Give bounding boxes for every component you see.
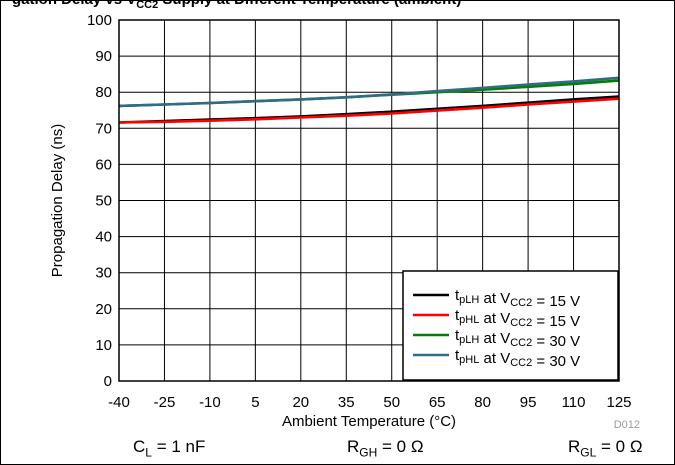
title-text: gation Delay vs V [12, 0, 136, 8]
y-tick-label: 40 [95, 229, 112, 246]
title-continuation: Supply at Different Temperature (ambient… [162, 0, 461, 8]
legend-label-3: tpLH at VCC2 = 30 V [455, 327, 580, 350]
x-tick-label: 65 [429, 394, 446, 411]
y-tick-label: 20 [95, 301, 112, 318]
plot-area-frame [118, 19, 620, 382]
y-tick-label: 80 [95, 84, 112, 101]
chart-title-fragment: gation Delay vs VCC2 Supply at Different… [12, 0, 461, 11]
x-axis-title: Ambient Temperature (°C) [282, 413, 456, 430]
y-tick-label: 90 [95, 48, 112, 65]
cond-rgl-rest: = 0 Ω [596, 437, 643, 456]
cond-rgl-main: R [568, 437, 581, 456]
condition-gate-resistance-high: RGH = 0 Ω [347, 437, 424, 459]
series-line-2 [118, 97, 620, 124]
y-axis-title: Propagation Delay (ns) [49, 124, 66, 277]
legend-label-2: tpHL at VCC2 = 15 V [455, 307, 580, 330]
tick-labels: -40 -25 -10 5 20 35 50 65 80 95 110 125 0 10 20 30 40 50 6… [87, 12, 632, 411]
y-tick-label: 50 [95, 193, 112, 210]
x-tick-label: -10 [199, 394, 221, 411]
x-tick-label: 80 [474, 394, 491, 411]
cond-rgh-main: R [347, 437, 360, 456]
cond-cl-sub: L [145, 445, 152, 460]
x-tick-label: 20 [292, 394, 309, 411]
x-tick-label: 50 [383, 394, 400, 411]
title-subscript: CC2 [136, 0, 159, 11]
y-tick-label: 30 [95, 265, 112, 282]
x-tick-label: 95 [520, 394, 537, 411]
condition-gate-resistance-low: RGL = 0 Ω [568, 437, 643, 459]
cond-rgh-rest: = 0 Ω [377, 437, 424, 456]
figure-id: D012 [614, 419, 640, 431]
cond-cl-main: C [133, 437, 146, 456]
series-line-1 [118, 95, 620, 124]
x-tick-label: 35 [338, 394, 355, 411]
series-line-4 [118, 76, 620, 108]
legend-label-1: tpLH at VCC2 = 15 V [455, 287, 580, 310]
x-tick-label: 5 [251, 394, 259, 411]
y-tick-label: 10 [95, 337, 112, 354]
series-group [118, 76, 620, 124]
condition-load-capacitance: CL = 1 nF [133, 437, 205, 459]
x-tick-label: -25 [154, 394, 176, 411]
y-tick-label: 60 [95, 156, 112, 173]
x-tick-label: 110 [562, 394, 586, 411]
legend-label-4: tpHL at VCC2 = 30 V [455, 347, 580, 370]
legend-box [402, 270, 619, 381]
cond-cl-rest: = 1 nF [151, 437, 206, 456]
y-tick-label: 100 [87, 12, 112, 29]
y-tick-label: 70 [95, 120, 112, 137]
y-tick-label: 0 [104, 373, 112, 390]
x-tick-label: 125 [606, 394, 631, 411]
cond-rgh-sub: GH [359, 445, 378, 460]
cond-rgl-sub: GL [580, 445, 597, 460]
x-tick-label: -40 [108, 394, 130, 411]
